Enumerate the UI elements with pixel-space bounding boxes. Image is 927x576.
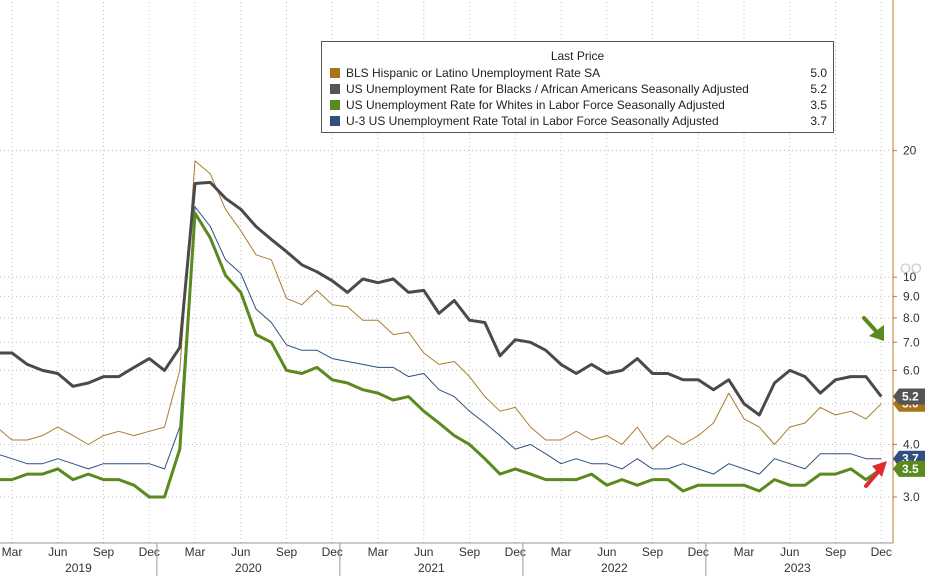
legend-value: 5.2 [810, 82, 827, 96]
year-label: 2023 [784, 561, 811, 575]
x-tick-label: Jun [414, 545, 433, 559]
x-tick-label: Sep [642, 545, 664, 559]
y-tick-label: 9.0 [903, 289, 920, 303]
y-tick-label: 7.0 [903, 335, 920, 349]
series-line-0 [0, 160, 882, 450]
y-tick-label: 6.0 [903, 363, 920, 377]
x-tick-label: Dec [871, 545, 892, 559]
x-tick-label: Dec [322, 545, 343, 559]
badge-label: 3.5 [902, 462, 919, 476]
x-tick-label: Sep [825, 545, 847, 559]
down-arrow-shaft [862, 316, 877, 332]
legend-title: Last Price [550, 49, 605, 63]
x-tick-label: Mar [551, 545, 572, 559]
last-value-badges: 5.03.75.23.5 [893, 388, 925, 477]
x-tick-label: Mar [185, 545, 206, 559]
x-tick-label: Jun [597, 545, 616, 559]
badge-2: 3.5 [893, 460, 925, 477]
y-tick-label: 8.0 [903, 311, 920, 325]
legend-label: BLS Hispanic or Latino Unemployment Rate… [346, 66, 601, 80]
y-tick-label: 10 [903, 270, 917, 284]
x-tick-label: Mar [2, 545, 23, 559]
badge-shape [893, 388, 925, 405]
badge-1: 5.2 [893, 388, 925, 405]
legend: Last Price BLS Hispanic or Latino Unempl… [321, 41, 834, 133]
legend-label: US Unemployment Rate for Whites in Labor… [346, 98, 725, 112]
legend-item-total: U-3 US Unemployment Rate Total in Labor … [330, 114, 827, 130]
series-line-1 [0, 180, 883, 417]
down-arrow-head [869, 325, 884, 341]
side-glyph: OO [900, 260, 922, 276]
x-tick-label: Jun [48, 545, 67, 559]
x-tick-label: Dec [139, 545, 160, 559]
up-arrow-head [872, 461, 887, 477]
x-tick-label: Sep [459, 545, 481, 559]
x-tick-label: Mar [368, 545, 389, 559]
legend-item-hispanic: BLS Hispanic or Latino Unemployment Rate… [330, 66, 827, 82]
badge-label: 5.2 [902, 390, 919, 404]
x-tick-label: Jun [231, 545, 250, 559]
legend-value: 5.0 [810, 66, 827, 80]
annotation-arrows [862, 316, 887, 488]
year-label: 2020 [235, 561, 262, 575]
x-tick-label: Jun [780, 545, 799, 559]
legend-value: 3.5 [810, 98, 827, 112]
x-tick-label: Dec [505, 545, 526, 559]
y-tick-label: 3.0 [903, 490, 920, 504]
series-line-3 [0, 206, 882, 475]
y-tick-label: 4.0 [903, 437, 920, 451]
x-tick-label: Sep [93, 545, 115, 559]
legend-item-white: US Unemployment Rate for Whites in Labor… [330, 98, 827, 114]
year-label: 2019 [65, 561, 92, 575]
badge-shape [893, 460, 925, 477]
series-layer [0, 160, 883, 499]
x-tick-label: Sep [276, 545, 298, 559]
legend-label: U-3 US Unemployment Rate Total in Labor … [346, 114, 719, 128]
year-label: 2022 [601, 561, 628, 575]
legend-swatch-total [330, 116, 340, 126]
x-tick-label: Dec [688, 545, 709, 559]
x-tick-label: Mar [734, 545, 755, 559]
legend-item-black: US Unemployment Rate for Blacks / Africa… [330, 82, 827, 98]
year-label: 2021 [418, 561, 445, 575]
legend-swatch-white [330, 100, 340, 110]
grid-lines [0, 2, 893, 543]
legend-label: US Unemployment Rate for Blacks / Africa… [346, 82, 749, 96]
series-line-2 [0, 211, 883, 499]
up-arrow-shaft [864, 470, 880, 488]
y-tick-label: 20 [903, 144, 917, 158]
legend-swatch-black [330, 84, 340, 94]
legend-value: 3.7 [810, 114, 827, 128]
legend-swatch-hispanic [330, 68, 340, 78]
